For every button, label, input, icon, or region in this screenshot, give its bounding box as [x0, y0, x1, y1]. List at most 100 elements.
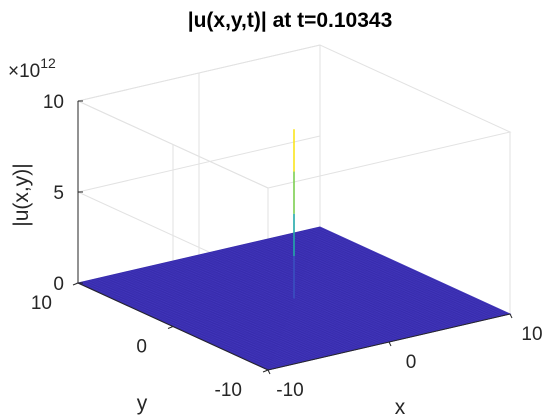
z-tick-label: 0 [53, 274, 64, 295]
surface-mesh-line [304, 230, 495, 318]
surface-mesh-line [80, 227, 323, 285]
surface-mesh-line [223, 249, 414, 337]
x-axis-label: x [395, 396, 406, 419]
surface-mesh-line [85, 230, 328, 287]
y-tick-mark [72, 282, 79, 286]
surface-mesh-line [253, 242, 444, 330]
surface-mesh-line [250, 242, 441, 331]
surface-mesh-line [87, 231, 330, 288]
surface-mesh-line [310, 228, 501, 317]
surface-mesh-line [156, 262, 399, 320]
surface-mesh-line [259, 240, 450, 329]
surface-mesh-line [106, 239, 349, 297]
surface-mesh-line [280, 235, 471, 324]
surface-mesh-line [161, 264, 404, 322]
surface-mesh-line [295, 232, 486, 320]
surface-mesh [76, 129, 512, 371]
surface-mesh-line [108, 240, 351, 298]
surface-mesh-line [313, 228, 505, 316]
surface-mesh-line [271, 238, 462, 326]
surface-mesh-line [89, 232, 332, 289]
surface-mesh-line [149, 259, 392, 316]
y-tick-label: -10 [215, 380, 242, 401]
surface-mesh-line [101, 237, 344, 295]
surface-mesh-line [256, 241, 447, 329]
surface-mesh-line [165, 267, 408, 324]
surface-mesh-line [113, 243, 356, 300]
surface-mesh-line [115, 244, 359, 301]
surface-mesh-line [307, 229, 498, 317]
surface-mesh-line [298, 231, 489, 320]
y-tick-mark [262, 369, 269, 373]
surface-mesh-line [226, 248, 417, 336]
surface-mesh-line [82, 229, 325, 286]
surface-mesh-line [170, 269, 413, 326]
surface-mesh-line [163, 265, 406, 323]
surface-mesh-line [204, 253, 396, 341]
surface-mesh-line [132, 251, 375, 309]
surface-mesh-line [139, 255, 382, 312]
surface-mesh-line [104, 238, 347, 296]
y-tick-label: 10 [31, 293, 52, 314]
surface-mesh-line [316, 227, 508, 315]
surface-mesh-line [241, 245, 432, 333]
y-axis-label: y [137, 392, 148, 415]
surface-mesh-line [118, 245, 361, 302]
surface-mesh-line [289, 233, 480, 322]
surface-mesh-line [235, 246, 426, 334]
surface-mesh-line [265, 239, 456, 327]
z-exponent-power: 12 [40, 55, 56, 71]
z-exponent-label: ×1012 [8, 55, 56, 82]
x-tick-mark [267, 369, 271, 375]
surface-mesh-line [286, 234, 477, 322]
surface-mesh-line [319, 226, 511, 315]
surface-mesh-line [111, 242, 354, 299]
surface-mesh-line [125, 248, 368, 305]
surface-mesh-line [127, 249, 370, 307]
surface-mesh-line [94, 234, 337, 291]
surface-mesh-line [301, 231, 492, 319]
x-tick-label: -10 [276, 380, 303, 401]
surface-mesh-line [144, 257, 387, 314]
z-tick-label: 5 [53, 183, 64, 204]
z-tick-label: 10 [43, 92, 64, 113]
surface-mesh-line [208, 252, 399, 341]
surface-mesh-line [123, 247, 366, 304]
surface-mesh-line [268, 238, 459, 327]
surface-mesh-line [220, 249, 411, 338]
z-exponent-base: ×10 [8, 61, 40, 82]
surface-mesh-line [99, 236, 342, 293]
surface-mesh-line [232, 247, 423, 335]
surface-mesh-line [274, 237, 465, 325]
x-tick-label: 10 [521, 324, 542, 345]
surface-mesh-line [277, 236, 468, 324]
surface-mesh-line [201, 254, 393, 342]
surface-mesh-line [214, 251, 405, 339]
x-tick-mark [509, 313, 513, 319]
surface-mesh-line [211, 252, 402, 340]
y-tick-label: 0 [136, 337, 147, 358]
grid-line [76, 44, 512, 189]
x-tick-label: 0 [406, 352, 417, 373]
surface-mesh-line [238, 245, 429, 334]
chart-title: |u(x,y,t)| at t=0.10343 [188, 9, 393, 32]
surface-mesh-line [134, 252, 378, 310]
surface-mesh-line [142, 256, 385, 313]
surface-mesh-line [244, 244, 435, 332]
surface-mesh-line [247, 243, 438, 331]
surface-mesh-line [96, 235, 340, 292]
x-tick-mark [388, 341, 392, 347]
surface-mesh-line [158, 263, 401, 321]
y-tick-mark [167, 326, 174, 329]
surface-mesh-line [137, 254, 380, 311]
z-axis-label: |u(x,y)| [10, 163, 33, 226]
surface-mesh-line [151, 260, 394, 317]
surface-mesh-line [130, 250, 373, 308]
surface-mesh-line [168, 268, 411, 325]
surface-mesh-line [153, 261, 397, 318]
surface-mesh-line [146, 258, 389, 315]
surface-mesh-line [77, 226, 321, 284]
surface-mesh-line [217, 250, 408, 338]
